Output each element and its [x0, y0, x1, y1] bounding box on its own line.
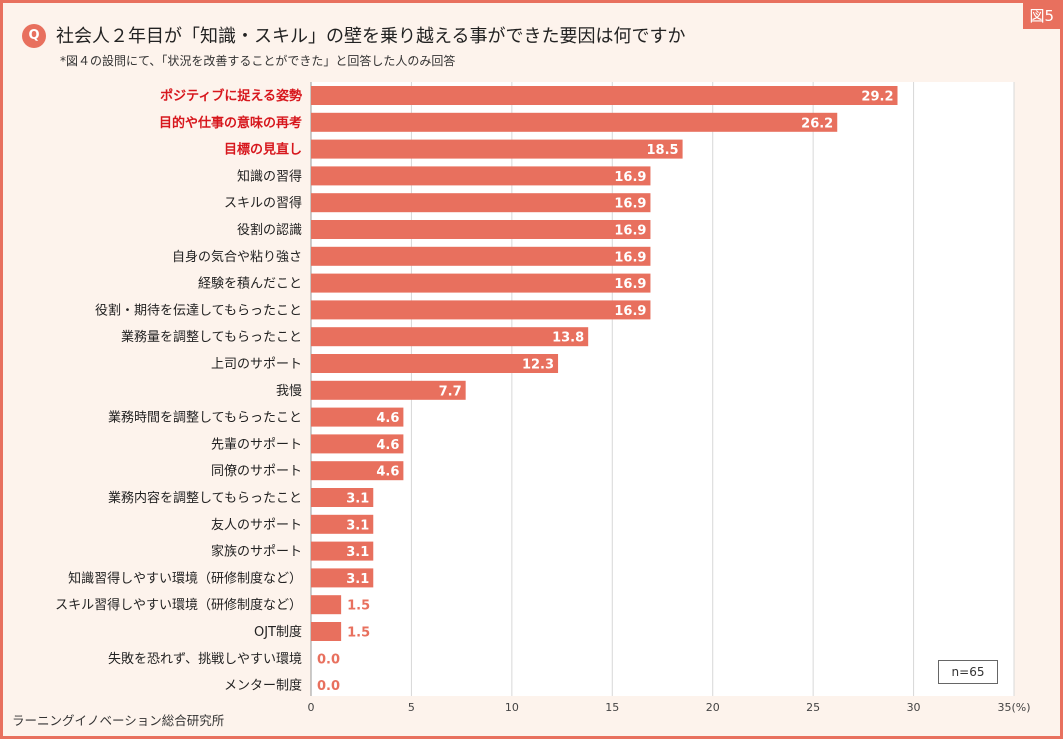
- bar: [311, 407, 404, 427]
- value-label: 0.0: [317, 679, 340, 694]
- category-label: 我慢: [276, 383, 302, 399]
- value-label: 3.1: [346, 545, 369, 560]
- bar: [311, 514, 374, 534]
- category-label: スキル習得しやすい環境（研修制度など）: [55, 597, 302, 613]
- value-label: 16.9: [614, 224, 646, 239]
- value-label: 26.2: [801, 116, 833, 131]
- value-label: 16.9: [614, 250, 646, 265]
- x-tick-label: 10: [505, 701, 519, 714]
- bar: [311, 246, 651, 266]
- value-label: 7.7: [439, 384, 462, 399]
- category-label: 役割・期待を伝達してもらったこと: [95, 302, 302, 318]
- question-badge: Q: [22, 24, 46, 48]
- x-tick-label: 35(%): [997, 701, 1030, 714]
- bar: [311, 488, 374, 507]
- value-label: 4.6: [376, 438, 399, 453]
- bar: [311, 327, 589, 347]
- bar: [311, 595, 342, 615]
- category-label: 先輩のサポート: [211, 437, 302, 452]
- category-label: 目的や仕事の意味の再考: [159, 115, 302, 131]
- x-tick-label: 5: [408, 701, 415, 714]
- category-label: OJT制度: [254, 624, 302, 640]
- bar: [311, 434, 404, 454]
- bar: [311, 193, 651, 213]
- respondent-note: *図４の設問にて、「状況を改善することができた」と回答した人のみ回答: [60, 54, 456, 68]
- bar: [311, 622, 342, 641]
- value-label: 29.2: [861, 90, 893, 105]
- bar: [311, 139, 683, 159]
- category-label: メンター制度: [224, 678, 302, 694]
- category-label: 経験を積んだこと: [198, 277, 302, 292]
- category-label: 同僚のサポート: [211, 464, 302, 479]
- bar: [311, 112, 838, 132]
- category-label: ポジティブに捉える姿勢: [160, 88, 302, 104]
- bar: [311, 541, 374, 561]
- category-label: 自身の気合や粘り強さ: [172, 249, 302, 265]
- sample-size-note: n=65: [938, 660, 998, 684]
- bar: [311, 461, 404, 481]
- category-label: スキルの習得: [224, 195, 302, 211]
- x-tick-label: 15: [605, 701, 619, 714]
- category-label: 業務時間を調整してもらったこと: [108, 410, 302, 426]
- category-label: 知識の習得: [237, 168, 302, 184]
- value-label: 4.6: [376, 465, 399, 480]
- bar: [311, 380, 466, 400]
- bar: [311, 300, 651, 320]
- bar: [311, 220, 651, 239]
- category-label: 友人のサポート: [211, 517, 302, 533]
- category-label: 目標の見直し: [224, 142, 302, 158]
- value-label: 12.3: [522, 358, 554, 373]
- value-label: 16.9: [614, 170, 646, 185]
- bar: [311, 86, 898, 105]
- bar: [311, 166, 651, 186]
- value-label: 1.5: [347, 626, 370, 641]
- value-label: 4.6: [376, 411, 399, 426]
- category-label: 業務内容を調整してもらったこと: [108, 490, 302, 506]
- value-label: 3.1: [346, 518, 369, 533]
- question-title: 社会人２年目が「知識・スキル」の壁を乗り越える事ができた要因は何ですか: [56, 26, 686, 47]
- value-label: 3.1: [346, 492, 369, 507]
- value-label: 13.8: [552, 331, 584, 346]
- category-label: 知識習得しやすい環境（研修制度など）: [68, 570, 302, 586]
- value-label: 16.9: [614, 277, 646, 292]
- value-label: 1.5: [347, 599, 370, 614]
- category-label: 家族のサポート: [211, 544, 302, 560]
- category-label: 役割の認識: [237, 222, 302, 238]
- value-label: 18.5: [647, 143, 679, 158]
- x-tick-label: 20: [706, 701, 720, 714]
- bar: [311, 354, 559, 373]
- bar: [311, 568, 374, 588]
- value-label: 0.0: [317, 652, 340, 667]
- category-label: 上司のサポート: [211, 357, 302, 372]
- value-label: 3.1: [346, 572, 369, 587]
- value-label: 16.9: [614, 304, 646, 319]
- x-tick-label: 0: [308, 701, 315, 714]
- category-label: 業務量を調整してもらったこと: [121, 329, 302, 345]
- category-label: 失敗を恐れず、挑戦しやすい環境: [108, 652, 302, 667]
- bar: [311, 273, 651, 293]
- x-tick-label: 25: [806, 701, 820, 714]
- figure-label: 図5: [1023, 3, 1060, 29]
- value-label: 16.9: [614, 197, 646, 212]
- source-credit: ラーニングイノベーション総合研究所: [12, 713, 225, 728]
- x-tick-label: 30: [907, 701, 921, 714]
